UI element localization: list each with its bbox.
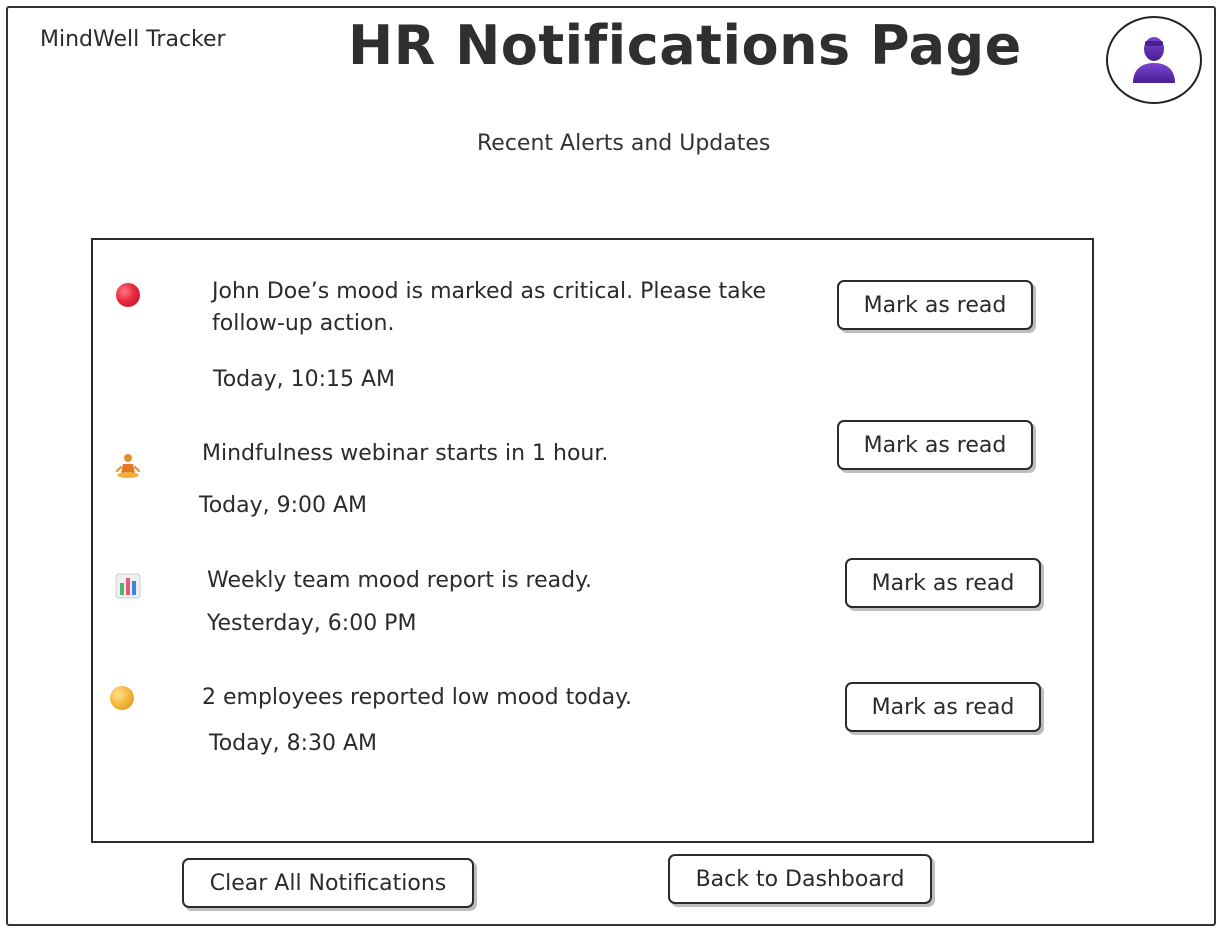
page-title: HR Notifications Page bbox=[348, 14, 1022, 77]
clear-all-notifications-button[interactable]: Clear All Notifications bbox=[182, 858, 474, 908]
notification-message: Mindfulness webinar starts in 1 hour. bbox=[202, 441, 609, 466]
notifications-panel: John Doe’s mood is marked as critical. P… bbox=[91, 238, 1094, 843]
red-circle-icon bbox=[116, 283, 140, 307]
mark-as-read-button[interactable]: Mark as read bbox=[837, 420, 1033, 470]
notification-time: Today, 8:30 AM bbox=[209, 731, 378, 756]
user-avatar-icon bbox=[1133, 37, 1175, 83]
notification-message: John Doe’s mood is marked as critical. P… bbox=[212, 279, 767, 336]
page-subtitle: Recent Alerts and Updates bbox=[477, 131, 771, 156]
meditation-icon bbox=[115, 453, 141, 481]
notification-time: Today, 10:15 AM bbox=[213, 367, 396, 392]
app-name: MindWell Tracker bbox=[40, 27, 226, 52]
notification-time: Yesterday, 6:00 PM bbox=[207, 611, 417, 636]
notification-message: Weekly team mood report is ready. bbox=[207, 568, 592, 593]
notification-message: 2 employees reported low mood today. bbox=[202, 685, 632, 710]
mark-as-read-button[interactable]: Mark as read bbox=[837, 280, 1033, 330]
mark-as-read-button[interactable]: Mark as read bbox=[845, 558, 1041, 608]
mark-as-read-button[interactable]: Mark as read bbox=[845, 682, 1041, 732]
back-to-dashboard-button[interactable]: Back to Dashboard bbox=[668, 854, 932, 904]
app-frame bbox=[6, 6, 1216, 926]
bar-chart-icon bbox=[115, 573, 141, 599]
notification-time: Today, 9:00 AM bbox=[199, 493, 368, 518]
user-avatar-button[interactable] bbox=[1106, 16, 1202, 104]
yellow-circle-icon bbox=[110, 686, 134, 710]
